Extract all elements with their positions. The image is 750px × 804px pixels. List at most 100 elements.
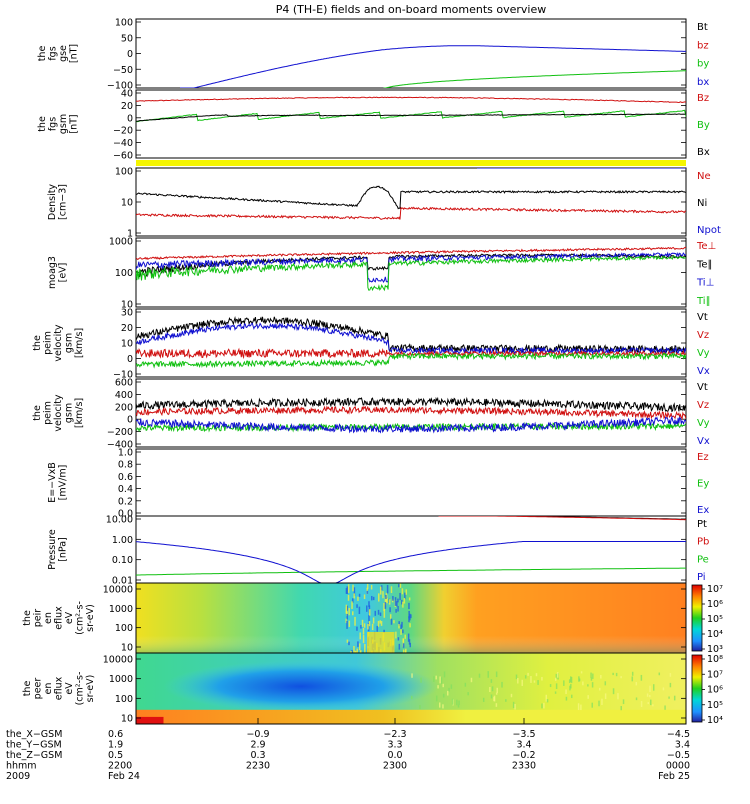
- ytick-label: 10: [121, 339, 133, 350]
- ylabel-line: the: [37, 116, 48, 132]
- spectrogram-noise: [367, 624, 369, 630]
- spectrogram-noise: [405, 648, 407, 653]
- ytick-label: 100: [115, 623, 133, 634]
- ylabel-line: sr-eV): [85, 675, 96, 703]
- spectrogram-noise: [570, 676, 572, 683]
- colorbar-tick-label: 10⁸: [707, 654, 723, 665]
- spectrogram-noise: [346, 586, 349, 595]
- spectrogram-noise: [352, 584, 354, 592]
- spectrogram-noise: [358, 593, 361, 597]
- spectrogram-noise: [658, 672, 661, 676]
- spectrogram-noise: [635, 697, 638, 701]
- ylabel-line: E=−VxB: [47, 462, 58, 503]
- spectrogram-noise: [437, 685, 439, 689]
- spectrogram-noise: [554, 677, 557, 681]
- spectrogram-yellow-patch: [367, 632, 395, 653]
- legend-pe: Pe: [697, 554, 709, 565]
- spectrogram-noise: [393, 620, 395, 624]
- spectrogram-noise: [402, 629, 404, 634]
- panel-pressure: 10.00 1.00 0.10 0.01 Pressure [nPa] Pt Pb Pe Pi: [47, 515, 709, 587]
- ylabel-line: Pressure: [47, 529, 58, 570]
- spectrogram-noise: [495, 692, 498, 695]
- spectrogram-noise: [604, 681, 607, 686]
- spectrogram-noise: [378, 593, 380, 602]
- spectrogram-noise: [350, 651, 352, 653]
- series-ne: [136, 206, 686, 220]
- spectrogram-noise: [527, 672, 529, 676]
- data-pressure: [136, 516, 686, 583]
- spectrogram-noise: [409, 613, 411, 621]
- spectrogram-noise: [599, 687, 601, 691]
- ylabel-line: [km/s]: [74, 328, 85, 358]
- ytick-label: 0.10: [112, 555, 133, 566]
- spectrogram-noise: [371, 623, 374, 631]
- legend-pi: Pi: [697, 572, 706, 583]
- data-vi: [136, 396, 686, 434]
- ytick-label: 1.00: [112, 535, 133, 546]
- ylabel-line: eflux: [54, 606, 65, 630]
- ytick-label: −200: [107, 427, 133, 438]
- spectrogram-noise: [622, 699, 625, 705]
- footer-value: 3.4: [675, 740, 690, 751]
- spectrogram-noise: [348, 607, 350, 616]
- spectrogram-noise: [668, 696, 670, 699]
- ylabel-line: the: [22, 610, 33, 626]
- spectrogram-noise: [409, 623, 411, 628]
- spectrogram-noise: [401, 621, 403, 628]
- series-bx: [136, 113, 686, 122]
- panel-ve: 30 20 10 0 −10 the peim velocity gsm [km/s] Vt Vz Vy…: [32, 308, 710, 381]
- spectrogram-noise: [351, 649, 353, 653]
- footer-value: −0.5: [667, 750, 690, 761]
- spectrogram-noise: [587, 695, 589, 699]
- panel-efield: 1.00.80.60.40.2 0.0 E=−VxB [mV/m] Ez Ey Ex: [47, 448, 709, 520]
- spectrogram-noise: [401, 588, 404, 595]
- spectrogram-noise: [379, 586, 382, 595]
- spectrogram-noise: [510, 693, 513, 698]
- ylabel-line: en: [43, 683, 54, 695]
- ytick-label: 20: [121, 101, 133, 112]
- spectrogram-noise: [467, 692, 469, 696]
- spectrogram-noise: [601, 698, 603, 706]
- spectrogram-noise: [565, 696, 568, 701]
- spectrogram-noise: [664, 705, 666, 710]
- legend-ni: Ni: [697, 198, 707, 209]
- spectrogram-noise: [591, 702, 593, 708]
- footer-value: −0.9: [246, 729, 269, 740]
- legend-vy: Vy: [697, 418, 710, 429]
- spectrogram-noise: [395, 608, 397, 613]
- spectrogram-noise: [398, 624, 400, 629]
- spectrogram-noise: [565, 689, 567, 695]
- spectrogram-noise: [501, 681, 503, 688]
- footer-date-start: Feb 24: [108, 771, 140, 782]
- series-bz: [136, 96, 686, 104]
- spectrogram-noise: [395, 631, 397, 639]
- spectrogram-noise: [600, 674, 602, 679]
- data-density: [136, 168, 686, 220]
- legend-ey: Ey: [697, 479, 709, 490]
- frame-vi: [135, 378, 687, 448]
- legend-bz: bz: [697, 40, 709, 51]
- spectrogram-noise: [464, 682, 467, 687]
- spectrogram-noise: [554, 691, 557, 694]
- legend-npot: Npot: [697, 225, 721, 236]
- ylabel-line: fgs: [48, 117, 59, 131]
- spectrogram-noise: [442, 693, 445, 698]
- footer-value: 2300: [383, 761, 407, 772]
- legend-by: By: [697, 120, 710, 131]
- ytick-label: −100: [107, 81, 133, 92]
- spectrogram-noise: [578, 676, 580, 682]
- ylabel-line: the: [32, 335, 43, 351]
- spectrogram-noise: [348, 641, 350, 646]
- spectrogram-noise: [357, 641, 359, 647]
- colorbar-peer: [691, 654, 703, 723]
- spectrogram-noise: [577, 703, 580, 711]
- legend-vt: Vt: [697, 312, 708, 323]
- spectrogram-noise: [408, 616, 410, 623]
- ylabel-line: gsm: [64, 403, 75, 423]
- spectrogram-noise: [440, 677, 443, 684]
- footer-value: 0000: [666, 761, 690, 772]
- spectrogram-noise: [649, 685, 651, 692]
- spectrogram-peir: [136, 583, 686, 653]
- ytick-label: −20: [113, 126, 133, 137]
